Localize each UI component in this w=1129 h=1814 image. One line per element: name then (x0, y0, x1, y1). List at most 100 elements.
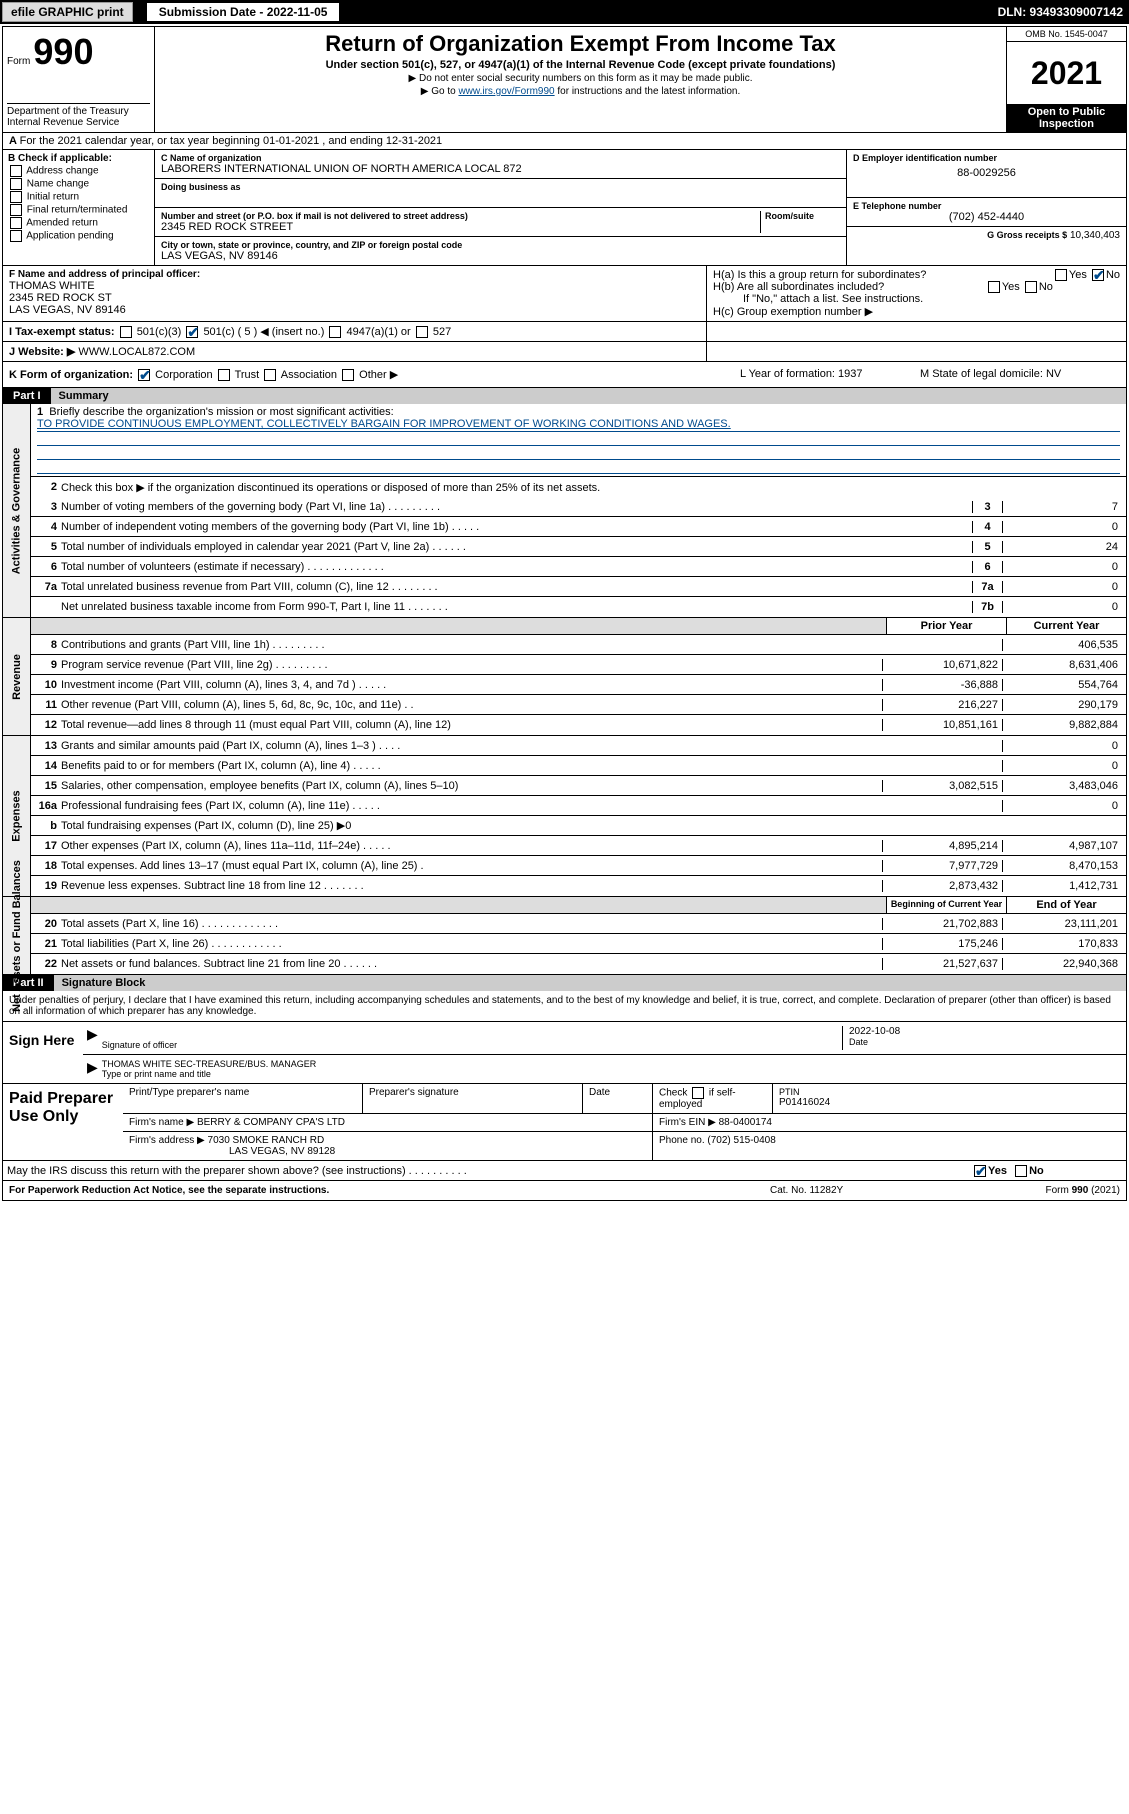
year-header-2: Beginning of Current Year End of Year (31, 897, 1126, 914)
vtab-activities: Activities & Governance (3, 404, 31, 617)
firm-name-row: Firm's name ▶ BERRY & COMPANY CPA'S LTD … (123, 1114, 1126, 1132)
row-f-h: F Name and address of principal officer:… (3, 266, 1126, 322)
vtab-net: Net Assets or Fund Balances (3, 897, 31, 974)
col-b-head: B Check if applicable: (8, 153, 149, 164)
mission-text: TO PROVIDE CONTINUOUS EMPLOYMENT, COLLEC… (37, 418, 1120, 432)
officer-addr1: 2345 RED ROCK ST (9, 292, 700, 304)
line-16a: 16aProfessional fundraising fees (Part I… (31, 796, 1126, 816)
city-cell: City or town, state or province, country… (155, 237, 846, 265)
h-note: If "No," attach a list. See instructions… (713, 293, 1120, 305)
header-line2: ▶ Go to www.irs.gov/Form990 for instruct… (161, 86, 1000, 97)
officer-sig-line: ▶ Signature of officer 2022-10-08Date (83, 1022, 1126, 1055)
chk-name[interactable]: Name change (8, 178, 149, 190)
header-line1: ▶ Do not enter social security numbers o… (161, 73, 1000, 84)
sub-date: Submission Date - 2022-11-05 (147, 3, 340, 21)
subtitle: Under section 501(c), 527, or 4947(a)(1)… (161, 59, 1000, 71)
year-header: Prior Year Current Year (31, 618, 1126, 635)
main-title: Return of Organization Exempt From Incom… (161, 31, 1000, 57)
top-toolbar: efile GRAPHIC print Submission Date - 20… (0, 0, 1129, 24)
omb-number: OMB No. 1545-0047 (1007, 27, 1126, 42)
arrow-icon: ▶ (87, 1059, 98, 1079)
line-2: 2Check this box ▶ if the organization di… (31, 477, 1126, 497)
line-1: 1 Briefly describe the organization's mi… (31, 404, 1126, 477)
row-i: I Tax-exempt status: 501(c)(3) 501(c) ( … (3, 322, 1126, 342)
line-19: 19Revenue less expenses. Subtract line 1… (31, 876, 1126, 896)
line-7b: Net unrelated business taxable income fr… (31, 597, 1126, 617)
tax-year: 2021 (1007, 42, 1126, 104)
line-4: 4Number of independent voting members of… (31, 517, 1126, 537)
line-6: 6Total number of volunteers (estimate if… (31, 557, 1126, 577)
col-b: B Check if applicable: Address change Na… (3, 150, 155, 265)
line-12: 12Total revenue—add lines 8 through 11 (… (31, 715, 1126, 735)
line-22: 22Net assets or fund balances. Subtract … (31, 954, 1126, 974)
chk-amended[interactable]: Amended return (8, 217, 149, 229)
arrow-icon: ▶ (87, 1026, 98, 1050)
line-16b: bTotal fundraising expenses (Part IX, co… (31, 816, 1126, 836)
line-18: 18Total expenses. Add lines 13–17 (must … (31, 856, 1126, 876)
paid-preparer: Paid Preparer Use Only Print/Type prepar… (3, 1084, 1126, 1161)
identity-block: B Check if applicable: Address change Na… (3, 150, 1126, 266)
discuss-row: May the IRS discuss this return with the… (3, 1161, 1126, 1181)
footer: For Paperwork Reduction Act Notice, see … (3, 1181, 1126, 1200)
line-13: 13Grants and similar amounts paid (Part … (31, 736, 1126, 756)
efile-btn[interactable]: efile GRAPHIC print (2, 2, 133, 22)
form-number-box: Form 990 Department of the Treasury Inte… (3, 27, 155, 132)
firm-addr-row: Firm's address ▶ 7030 SMOKE RANCH RDLAS … (123, 1132, 1126, 1160)
addr-cell: Number and street (or P.O. box if mail i… (155, 208, 846, 237)
penalty-text: Under penalties of perjury, I declare th… (3, 991, 1126, 1022)
footer-left: For Paperwork Reduction Act Notice, see … (9, 1185, 770, 1196)
footer-right: Form 990 (2021) (970, 1185, 1120, 1196)
part-2-header: Part II Signature Block (3, 975, 1126, 991)
line-14: 14Benefits paid to or for members (Part … (31, 756, 1126, 776)
line-21: 21Total liabilities (Part X, line 26) . … (31, 934, 1126, 954)
open-public: Open to PublicInspection (1007, 104, 1126, 132)
line-11: 11Other revenue (Part VIII, column (A), … (31, 695, 1126, 715)
sign-here-label: Sign Here (3, 1022, 83, 1083)
form-small: Form (7, 56, 30, 67)
vtab-revenue: Revenue (3, 618, 31, 735)
line-10: 10Investment income (Part VIII, column (… (31, 675, 1126, 695)
header-right: OMB No. 1545-0047 2021 Open to PublicIns… (1006, 27, 1126, 132)
paid-header-row: Print/Type preparer's name Preparer's si… (123, 1084, 1126, 1114)
phone-cell: E Telephone number (702) 452-4440 (847, 198, 1126, 227)
form-990: 990 (33, 31, 93, 72)
h-b: H(b) Are all subordinates included? Yes … (713, 281, 1120, 293)
chk-final[interactable]: Final return/terminated (8, 204, 149, 216)
section-a: A For the 2021 calendar year, or tax yea… (3, 133, 1126, 150)
form-frame: Form 990 Department of the Treasury Inte… (2, 26, 1127, 1201)
part-1-header: Part I Summary (3, 388, 1126, 404)
net-assets-block: Net Assets or Fund Balances Beginning of… (3, 897, 1126, 975)
h-c: H(c) Group exemption number ▶ (713, 305, 1120, 318)
line-20: 20Total assets (Part X, line 16) . . . .… (31, 914, 1126, 934)
dba-cell: Doing business as (155, 179, 846, 208)
paid-label: Paid Preparer Use Only (3, 1084, 123, 1160)
h-a: H(a) Is this a group return for subordin… (713, 269, 1120, 281)
gross-cell: G Gross receipts $ 10,340,403 (847, 227, 1126, 244)
domicile: M State of legal domicile: NV (920, 368, 1120, 381)
line-7a: 7aTotal unrelated business revenue from … (31, 577, 1126, 597)
chk-pending[interactable]: Application pending (8, 230, 149, 242)
year-formation: L Year of formation: 1937 (740, 368, 920, 381)
expenses-block: Expenses 13Grants and similar amounts pa… (3, 736, 1126, 897)
activities-governance: Activities & Governance 1 Briefly descri… (3, 404, 1126, 618)
line-3: 3Number of voting members of the governi… (31, 497, 1126, 517)
header: Form 990 Department of the Treasury Inte… (3, 27, 1126, 133)
chk-address[interactable]: Address change (8, 165, 149, 177)
dept-label: Department of the Treasury Internal Reve… (7, 103, 150, 128)
chk-initial[interactable]: Initial return (8, 191, 149, 203)
line-9: 9Program service revenue (Part VIII, lin… (31, 655, 1126, 675)
sign-here: Sign Here ▶ Signature of officer 2022-10… (3, 1022, 1126, 1084)
ein-cell: D Employer identification number 88-0029… (847, 150, 1126, 198)
irs-link[interactable]: www.irs.gov/Form990 (458, 86, 554, 97)
row-j: J Website: ▶ WWW.LOCAL872.COM (3, 342, 1126, 362)
footer-mid: Cat. No. 11282Y (770, 1185, 970, 1196)
org-name-cell: C Name of organization LABORERS INTERNAT… (155, 150, 846, 179)
line-15: 15Salaries, other compensation, employee… (31, 776, 1126, 796)
line-8: 8Contributions and grants (Part VIII, li… (31, 635, 1126, 655)
line-17: 17Other expenses (Part IX, column (A), l… (31, 836, 1126, 856)
officer-addr2: LAS VEGAS, NV 89146 (9, 304, 700, 316)
line-5: 5Total number of individuals employed in… (31, 537, 1126, 557)
row-k: K Form of organization: Corporation Trus… (3, 362, 1126, 388)
officer-name-line: ▶ THOMAS WHITE SEC-TREASURE/BUS. MANAGER… (83, 1055, 1126, 1083)
officer-name: THOMAS WHITE (9, 280, 700, 292)
